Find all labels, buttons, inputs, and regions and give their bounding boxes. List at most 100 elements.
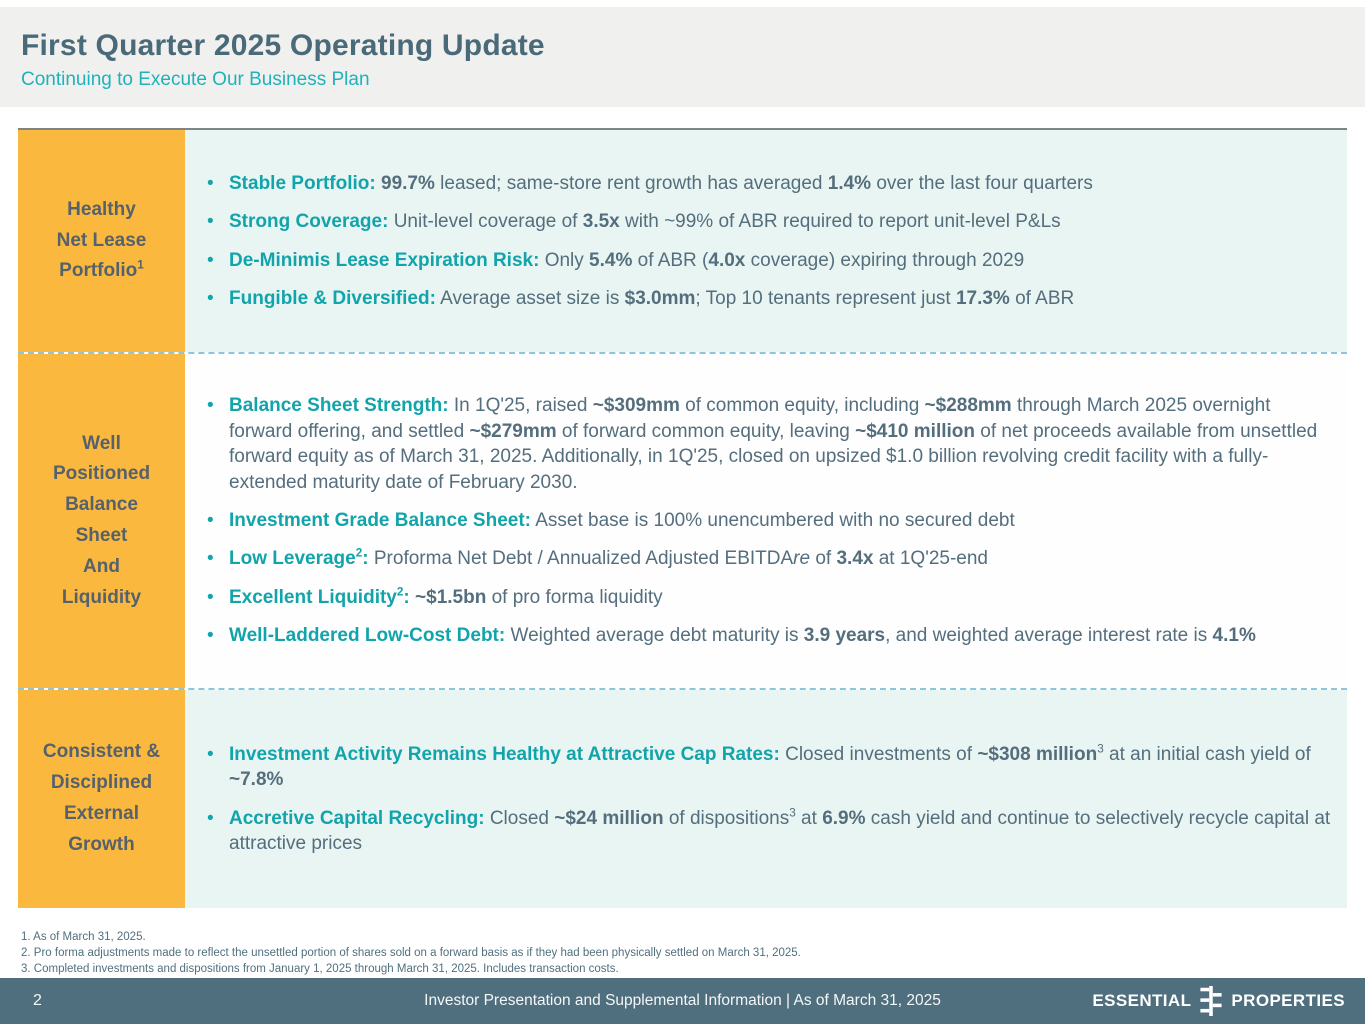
text-segment: leased; same-store rent growth has avera… — [434, 172, 828, 194]
sections-table: Healthy Net Lease Portfolio1 Stable Portfol… — [18, 128, 1347, 908]
text-segment: of net proceeds available from unsettled… — [229, 420, 1318, 493]
section-label-line: Sheet — [76, 521, 128, 552]
bullet-item: Excellent Liquidity2: ~$1.5bn of pro for… — [205, 585, 1333, 611]
text-segment: Asset base is 100% unencumbered with no … — [531, 510, 1015, 531]
bullet-item: De-Minimis Lease Expiration Risk: Only 5… — [205, 248, 1333, 274]
section-label: Healthy Net Lease Portfolio1 — [18, 130, 185, 352]
text-segment: 3 — [789, 806, 796, 820]
bullet-item: Accretive Capital Recycling: Closed ~$24… — [205, 806, 1333, 857]
text-segment: Investment Grade Balance Sheet: — [229, 510, 531, 531]
text-segment: re — [793, 548, 811, 570]
text-segment: 3.4x — [836, 548, 874, 570]
text-segment: Only — [539, 249, 590, 271]
text-segment: with ~99% of ABR required to report unit… — [619, 211, 1061, 233]
text-segment: Excellent Liquidity — [229, 586, 397, 608]
text-segment: ; Top 10 tenants represent just — [695, 287, 956, 309]
text-segment: 2 — [396, 585, 404, 599]
text-segment: Net Lease — [56, 229, 147, 251]
section-label-line: Balance — [65, 490, 138, 521]
page-subtitle: Continuing to Execute Our Business Plan — [21, 69, 370, 90]
text-segment: $3.0mm — [624, 287, 696, 309]
text-segment: 3.9 years — [803, 625, 886, 647]
text-segment: through March 2025 overnight forward off… — [229, 395, 1271, 442]
bullet-item: Well-Laddered Low-Cost Debt: Weighted av… — [205, 623, 1333, 649]
text-segment: ~$309mm — [592, 395, 680, 417]
text-segment: Accretive Capital Recycling: — [229, 807, 485, 829]
section-content: Investment Activity Remains Healthy at A… — [185, 690, 1347, 908]
text-segment: Healthy — [67, 198, 136, 220]
bullet-item: Investment Grade Balance Sheet: Asset ba… — [205, 508, 1333, 534]
footer-caption: Investor Presentation and Supplemental I… — [424, 992, 941, 1009]
text-segment: 99.7% — [381, 172, 435, 194]
section-row: Well Positioned Balance Sheet And Liquidity Ba… — [18, 352, 1347, 688]
text-segment: Positioned — [52, 463, 151, 485]
section-label: Well Positioned Balance Sheet And Liquidity — [18, 354, 185, 688]
text-segment: 17.3% — [955, 287, 1010, 309]
text-segment: Strong Coverage: — [229, 211, 389, 233]
page-title: First Quarter 2025 Operating Update — [21, 29, 545, 62]
section-row: Healthy Net Lease Portfolio1 Stable Portfol… — [18, 130, 1347, 352]
footnote: 1. As of March 31, 2025. — [21, 931, 146, 943]
bullet-item: Strong Coverage: Unit-level coverage of … — [205, 209, 1333, 235]
slide-header: First Quarter 2025 Operating Update Cont… — [0, 7, 1365, 107]
footer-bar: 2 Investor Presentation and Supplemental… — [0, 978, 1365, 1024]
text-segment: ~$288mm — [924, 395, 1012, 417]
section-label-line: Net Lease — [57, 226, 147, 257]
section-label-line: Portfolio1 — [59, 256, 144, 287]
text-segment: Fungible & Diversified: — [229, 287, 436, 309]
text-segment: of ABR — [1009, 287, 1075, 309]
text-segment: Low Leverage — [229, 548, 356, 570]
text-segment: of common equity, including — [679, 395, 925, 417]
text-segment: cash yield and continue to selectively r… — [229, 807, 1331, 854]
footnotes: 1. As of March 31, 2025. 2. Pro forma ad… — [21, 929, 801, 977]
text-segment: Investment Activity Remains Healthy at A… — [229, 743, 780, 765]
text-segment: And — [83, 555, 120, 577]
text-segment: Balance Sheet Strength: — [229, 395, 449, 417]
section-label-line: And — [83, 552, 120, 583]
text-segment: 4.0x — [708, 249, 746, 271]
text-segment: Disciplined — [50, 772, 153, 794]
text-segment: of ABR ( — [632, 249, 709, 271]
essential-properties-logo-icon — [1200, 986, 1222, 1016]
text-segment: Weighted average debt maturity is — [505, 625, 804, 647]
company-logo: ESSENTIAL PROPERTIES — [1092, 978, 1345, 1024]
logo-word-essential: ESSENTIAL — [1092, 991, 1192, 1010]
section-label-line: Positioned — [53, 459, 150, 490]
text-segment: at an initial cash yield of — [1103, 743, 1311, 765]
text-segment: 2 — [355, 547, 363, 561]
text-segment: Portfolio — [59, 260, 138, 282]
bullet-item: Low Leverage2: Proforma Net Debt / Annua… — [205, 546, 1333, 572]
text-segment: Closed investments of — [779, 743, 978, 765]
text-segment: of dispositions — [663, 807, 790, 829]
text-segment: ~7.8% — [229, 769, 284, 791]
section-label-line: Disciplined — [51, 768, 152, 799]
text-segment: In 1Q'25, raised — [448, 395, 593, 417]
text-segment: coverage) expiring through 2029 — [745, 249, 1025, 271]
text-segment: Liquidity — [61, 586, 142, 608]
text-segment: 1.4% — [827, 172, 872, 194]
footnote: 2. Pro forma adjustments made to reflect… — [21, 947, 801, 960]
section-label-line: Liquidity — [62, 583, 141, 614]
text-segment: ~$410 million — [855, 420, 976, 442]
section-label-line: External — [64, 799, 139, 830]
text-segment: Stable Portfolio: — [229, 172, 381, 194]
bullet-item: Investment Activity Remains Healthy at A… — [205, 742, 1333, 793]
text-segment: Sheet — [75, 525, 128, 546]
text-segment: De-Minimis Lease Expiration Risk: — [229, 249, 540, 271]
text-segment: 6.9% — [822, 807, 866, 829]
bullet-list: Stable Portfolio: 99.7% leased; same-sto… — [205, 158, 1333, 325]
section-content: Balance Sheet Strength: In 1Q'25, raised… — [185, 354, 1347, 688]
text-segment: of — [810, 548, 837, 570]
text-segment: Proforma Net Debt / Annualized Adjusted … — [368, 548, 794, 570]
bullet-list: Investment Activity Remains Healthy at A… — [205, 729, 1333, 870]
section-content: Stable Portfolio: 99.7% leased; same-sto… — [185, 130, 1347, 352]
bullet-item: Fungible & Diversified: Average asset si… — [205, 286, 1333, 312]
footnote: 3. Completed investments and disposition… — [21, 963, 619, 976]
section-label-line: Healthy — [67, 195, 136, 226]
text-segment: of pro forma liquidity — [486, 586, 663, 608]
text-segment: 1 — [137, 259, 144, 273]
text-segment: Well — [82, 432, 121, 454]
text-segment: 3 — [1097, 742, 1104, 756]
text-segment: : — [362, 548, 369, 570]
